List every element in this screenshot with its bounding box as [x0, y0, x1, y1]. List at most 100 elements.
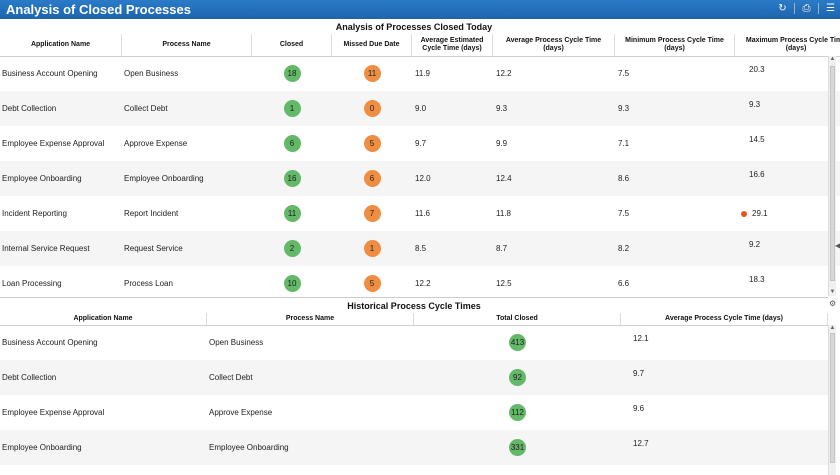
icon-separator — [794, 3, 795, 14]
est-cell: 12.2 — [415, 279, 431, 288]
column-header[interactable]: Minimum Process Cycle Time (days) — [615, 34, 735, 56]
total-closed-cell: 413 — [414, 334, 621, 351]
est-cell: 9.0 — [415, 104, 427, 113]
column-header[interactable]: Average Process Cycle Time (days) — [493, 34, 615, 56]
scroll-thumb[interactable] — [830, 66, 835, 281]
process-cell: Open Business — [124, 69, 179, 78]
missed-count-badge[interactable]: 5 — [363, 135, 381, 152]
closed-cell: 10 — [252, 275, 332, 292]
max-cycle-time-cell: 18.3 — [735, 275, 840, 284]
table-row[interactable]: Incident Reporting Report Incident 11 7 11.6… — [0, 196, 840, 231]
closed-count-badge[interactable]: 10 — [283, 275, 301, 292]
closed-count-badge[interactable]: 2 — [283, 240, 301, 257]
scroll-down-icon[interactable]: ▼ — [829, 289, 836, 295]
avg-cell: 12.7 — [633, 439, 649, 448]
closed-count-badge[interactable]: 6 — [283, 135, 301, 152]
min-cell: 7.1 — [618, 139, 630, 148]
app-cell: Internal Service Request — [2, 244, 90, 253]
collapse-panel-icon[interactable]: ◀ — [835, 241, 840, 250]
est-cell: 8.5 — [415, 244, 427, 253]
column-header[interactable]: Application Name — [0, 34, 122, 56]
missed-count-badge[interactable]: 7 — [363, 205, 381, 222]
table-row[interactable]: Loan Processing Process Loan 10 5 12.2 12.5 6.… — [0, 266, 840, 301]
closed-count-badge[interactable]: 11 — [283, 205, 301, 222]
total-closed-badge[interactable]: 92 — [509, 369, 526, 386]
title-bar: Analysis of Closed Processes ↻ ⎙ ☰ — [0, 0, 840, 19]
table-row[interactable]: Employee Onboarding Employee Onboarding 16… — [0, 161, 840, 196]
missed-count-badge[interactable]: 5 — [363, 275, 381, 292]
historical-scrollbar[interactable]: ▲ — [828, 325, 836, 475]
table-row[interactable]: Employee Expense Approval Approve Expense… — [0, 126, 840, 161]
avg-cell: 12.1 — [633, 334, 649, 343]
total-closed-badge[interactable]: 413 — [509, 334, 526, 351]
scroll-thumb[interactable] — [830, 333, 835, 463]
scroll-up-icon[interactable]: ▲ — [829, 325, 836, 331]
column-header[interactable]: Average Estimated Cycle Time (days) — [412, 34, 493, 56]
missed-count-badge[interactable]: 11 — [363, 65, 381, 82]
column-header[interactable]: Total Closed — [414, 313, 621, 325]
column-header[interactable]: Process Name — [207, 313, 414, 325]
avg-cell: 9.6 — [633, 404, 645, 413]
today-section-title: Analysis of Processes Closed Today — [335, 22, 493, 32]
settings-icon[interactable]: ⚙ — [829, 299, 837, 308]
max-cycle-time-cell: 9.2 — [735, 240, 840, 249]
total-closed-badge[interactable]: 112 — [509, 404, 526, 421]
total-closed-cell: 92 — [414, 369, 621, 386]
scroll-up-icon[interactable]: ▲ — [829, 56, 836, 62]
avg-cell: 12.4 — [496, 174, 512, 183]
est-cell: 11.9 — [415, 69, 430, 78]
max-cycle-time-value: 29.1 — [752, 209, 768, 218]
total-closed-badge[interactable]: 331 — [509, 439, 526, 456]
app-cell: Employee Onboarding — [2, 174, 82, 183]
column-header[interactable]: Average Process Cycle Time (days) — [621, 313, 828, 325]
column-header[interactable]: Maximum Process Cycle Time (days) — [735, 34, 840, 56]
missed-count-badge[interactable]: 1 — [363, 240, 381, 257]
missed-cell: 11 — [332, 65, 412, 82]
today-table-header: Application Name Process Name Closed Missed… — [0, 34, 840, 57]
print-icon[interactable]: ⎙ — [802, 3, 811, 14]
missed-cell: 0 — [332, 100, 412, 117]
table-row[interactable]: Business Account Opening Open Business 413… — [0, 325, 828, 360]
max-cycle-time-value: 20.3 — [749, 65, 765, 74]
title-bar-icons: ↻ ⎙ ☰ — [777, 3, 836, 14]
column-header[interactable]: Application Name — [0, 313, 207, 325]
total-closed-cell: 331 — [414, 439, 621, 456]
max-cycle-time-cell: 20.3 — [735, 65, 840, 74]
table-row[interactable]: Debt Collection Collect Debt 92 9.7 — [0, 360, 828, 395]
column-header[interactable]: Process Name — [122, 34, 252, 56]
refresh-icon[interactable]: ↻ — [778, 3, 787, 14]
max-cycle-time-value: 16.6 — [749, 170, 765, 179]
min-cell: 9.3 — [618, 104, 630, 113]
missed-count-badge[interactable]: 6 — [363, 170, 381, 187]
process-cell: Report Incident — [124, 209, 179, 218]
avg-cell: 12.5 — [496, 279, 512, 288]
today-scrollbar[interactable]: ▲ ▼ — [828, 56, 836, 296]
missed-cell: 7 — [332, 205, 412, 222]
max-cycle-time-value: 14.5 — [749, 135, 765, 144]
closed-count-badge[interactable]: 18 — [283, 65, 301, 82]
closed-count-badge[interactable]: 16 — [283, 170, 301, 187]
process-cell: Collect Debt — [209, 373, 253, 382]
total-closed-cell: 112 — [414, 404, 621, 421]
app-cell: Business Account Opening — [2, 338, 98, 347]
table-row[interactable]: Employee Expense Approval Approve Expense… — [0, 395, 828, 430]
historical-table-header: Application Name Process Name Total Closed… — [0, 313, 828, 326]
avg-cell: 9.3 — [496, 104, 508, 113]
table-row[interactable]: Internal Service Request Request Service 2… — [0, 231, 840, 266]
missed-count-badge[interactable]: 0 — [363, 100, 381, 117]
menu-icon[interactable]: ☰ — [826, 3, 835, 14]
max-cycle-time-cell: 16.6 — [735, 170, 840, 179]
est-cell: 9.7 — [415, 139, 427, 148]
today-table-body: Business Account Opening Open Business 18 1… — [0, 56, 840, 301]
table-row[interactable]: Employee Onboarding Employee Onboarding 33… — [0, 430, 828, 465]
closed-cell: 16 — [252, 170, 332, 187]
column-header[interactable]: Closed — [252, 34, 332, 56]
column-header[interactable]: Missed Due Date — [332, 34, 412, 56]
app-cell: Loan Processing — [2, 279, 62, 288]
max-cycle-time-cell: 29.1 — [735, 209, 840, 218]
table-row[interactable]: Business Account Opening Open Business 18 1… — [0, 56, 840, 91]
max-cycle-time-cell: 14.5 — [735, 135, 840, 144]
closed-count-badge[interactable]: 1 — [283, 100, 301, 117]
table-row[interactable]: Debt Collection Collect Debt 1 0 9.0 9.3 9.3 9.… — [0, 91, 840, 126]
process-cell: Request Service — [124, 244, 183, 253]
